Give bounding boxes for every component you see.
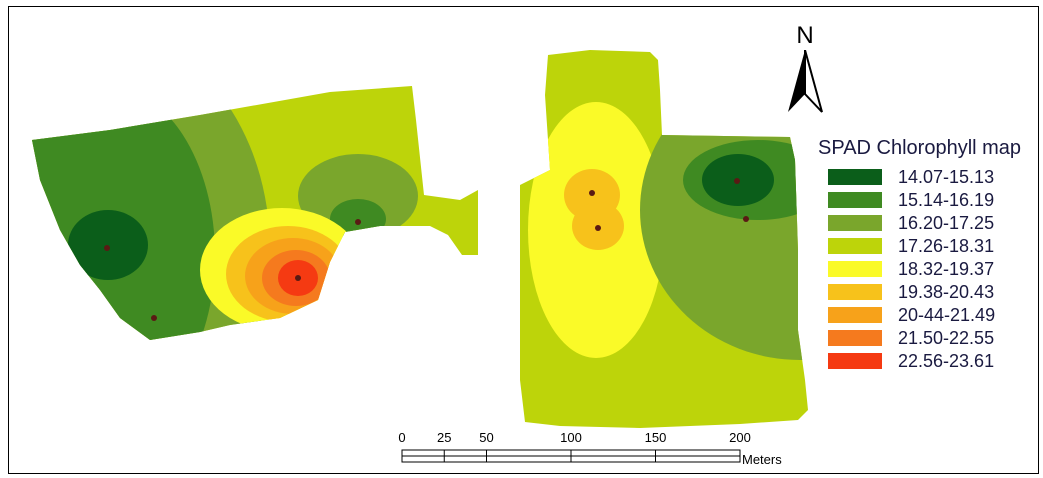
- legend-item: 22.56-23.61: [818, 350, 1038, 373]
- left-field: [32, 86, 478, 340]
- sample-point: [295, 275, 301, 281]
- zone-14-07-15-13: [68, 210, 148, 280]
- map-frame: [8, 6, 1039, 474]
- north-label: N: [796, 22, 814, 49]
- north-arrow: N: [784, 24, 826, 124]
- legend-item: 20-44-21.49: [818, 304, 1038, 327]
- legend-title: SPAD Chlorophyll map: [818, 137, 1022, 159]
- legend-label: 20-44-21.49: [898, 305, 996, 325]
- legend-swatch: [828, 169, 882, 185]
- scale-bar: 0 25 50 100 150 200 Meters: [396, 430, 816, 470]
- legend-label: 18.32-19.37: [898, 259, 995, 279]
- legend-item: 17.26-18.31: [818, 235, 1038, 258]
- scale-tick-label: 25: [437, 430, 452, 445]
- scale-tick-label: 0: [398, 430, 406, 445]
- sample-point: [595, 225, 601, 231]
- legend-item: 14.07-15.13: [818, 166, 1038, 189]
- sample-points: [104, 178, 749, 321]
- sample-point: [589, 190, 595, 196]
- legend-label: 22.56-23.61: [898, 351, 995, 371]
- legend-label: 14.07-15.13: [898, 167, 995, 187]
- legend-swatch: [828, 353, 882, 369]
- legend-swatch: [828, 307, 882, 323]
- legend: SPAD Chlorophyll map 14.07-15.13 15.14-16…: [818, 136, 1038, 373]
- sample-point: [104, 245, 110, 251]
- legend-item: 16.20-17.25: [818, 212, 1038, 235]
- legend-item: 15.14-16.19: [818, 189, 1038, 212]
- sample-point: [734, 178, 740, 184]
- sample-point: [355, 219, 361, 225]
- legend-label: 16.20-17.25: [898, 213, 995, 233]
- legend-label: 17.26-18.31: [898, 236, 995, 256]
- scale-tick-label: 100: [560, 430, 582, 445]
- scale-bar-graphic: [401, 449, 741, 463]
- legend-swatch: [828, 330, 882, 346]
- zone-16-20-17-25: [298, 154, 418, 238]
- legend-swatch: [828, 215, 882, 231]
- legend-swatch: [828, 261, 882, 277]
- legend-swatch: [828, 238, 882, 254]
- scale-tick-label: 50: [479, 430, 494, 445]
- scale-unit: Meters: [742, 452, 782, 467]
- scale-tick-label: 150: [644, 430, 667, 445]
- legend-label: 15.14-16.19: [898, 190, 995, 210]
- sample-point: [743, 216, 749, 222]
- legend-rows: 14.07-15.13 15.14-16.19 16.20-17.25 17.26-1…: [818, 166, 1038, 373]
- legend-label: 19.38-20.43: [898, 282, 995, 302]
- legend-item: 19.38-20.43: [818, 281, 1038, 304]
- sample-point: [151, 315, 157, 321]
- legend-label: 21.50-22.55: [898, 328, 995, 348]
- legend-item: 18.32-19.37: [818, 258, 1038, 281]
- legend-swatch: [828, 284, 882, 300]
- north-arrow-icon: [788, 50, 823, 113]
- legend-swatch: [828, 192, 882, 208]
- legend-item: 21.50-22.55: [818, 327, 1038, 350]
- scale-tick-label: 200: [729, 430, 751, 445]
